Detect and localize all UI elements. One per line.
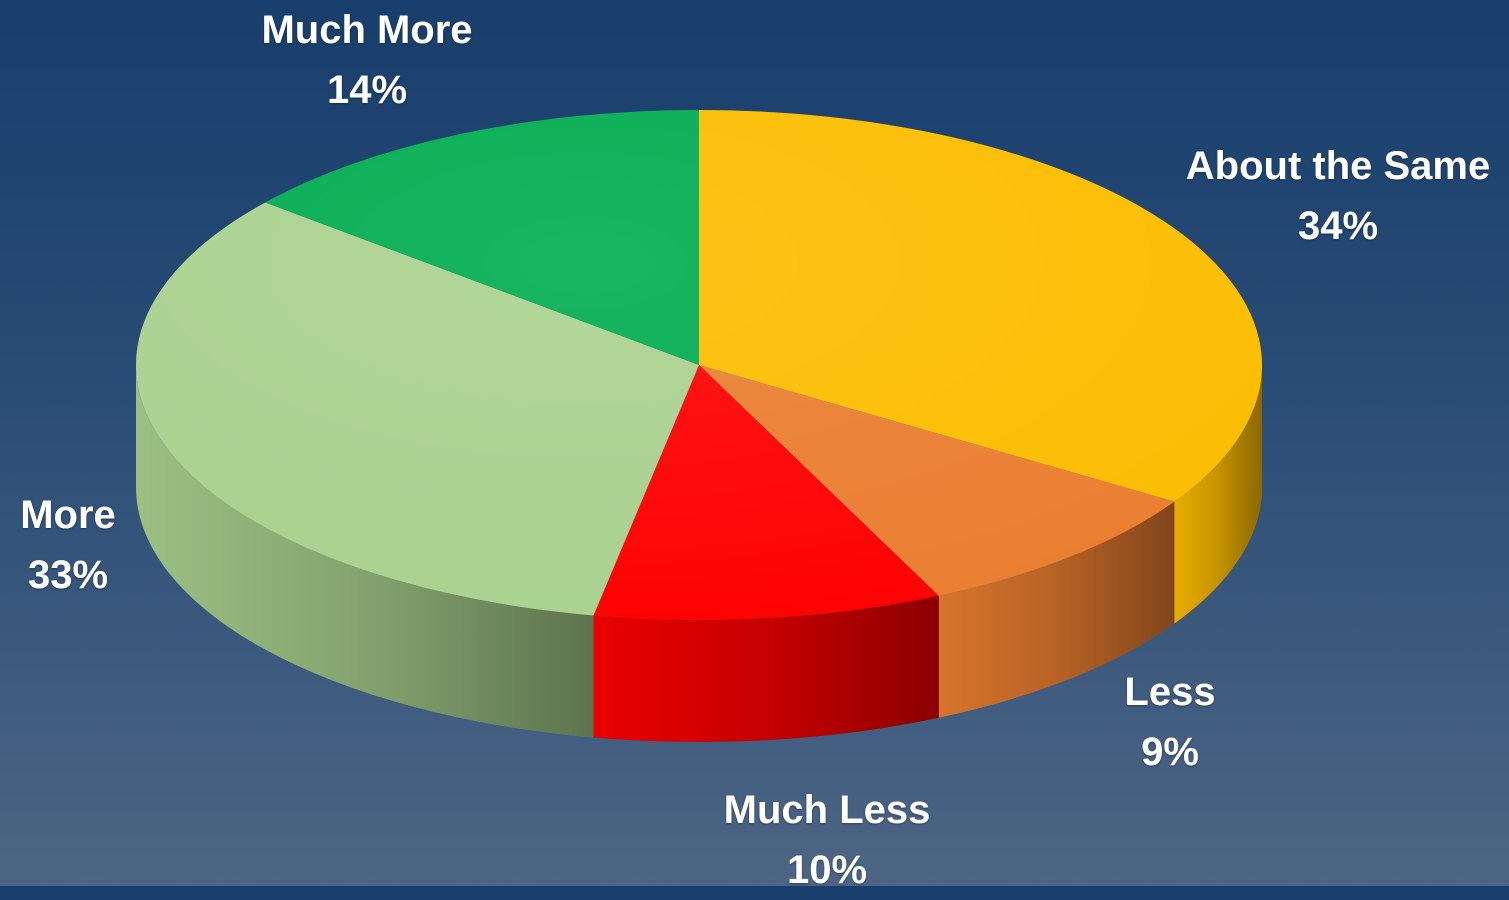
top-sheen <box>136 110 1262 620</box>
label-about-the-same: About the Same 34% <box>1186 136 1490 256</box>
label-less-name: Less <box>1124 670 1216 714</box>
label-much-more: Much More 14% <box>261 0 472 120</box>
side-much-less-shade <box>593 595 939 742</box>
label-much-more-value: 14% <box>326 68 408 112</box>
label-less-value: 9% <box>1141 730 1199 774</box>
label-more: More 33% <box>20 485 116 605</box>
label-about-the-same-name: About the Same <box>1185 144 1491 188</box>
pie-sides <box>136 365 1262 742</box>
label-more-name: More <box>20 493 116 537</box>
side-less-shade <box>938 501 1175 718</box>
side-more-shade <box>136 365 594 738</box>
label-much-more-name: Much More <box>261 8 473 52</box>
side-about-the-same-shade <box>1174 365 1262 624</box>
label-more-value: 33% <box>27 553 109 597</box>
label-less: Less 9% <box>1124 662 1215 782</box>
label-much-less: Much Less 10% <box>724 780 931 900</box>
label-much-less-name: Much Less <box>723 788 931 832</box>
label-much-less-value: 10% <box>786 848 868 892</box>
label-about-the-same-value: 34% <box>1297 204 1379 248</box>
pie-tops <box>135 110 1262 620</box>
